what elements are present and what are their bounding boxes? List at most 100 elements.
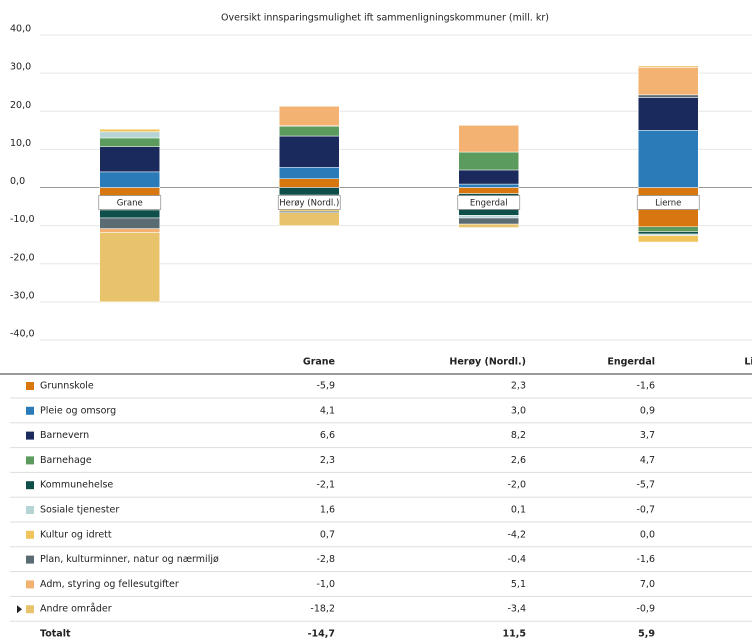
category-label: Herøy (Nordl.) [279,199,339,209]
bar-segment [99,232,160,303]
bar-segment [279,135,340,168]
legend-label: Barnehage [40,455,92,466]
table-cell: -18,2 [310,604,335,615]
legend-swatch [26,456,34,465]
table-cell: 0,0 [640,529,655,540]
legend-label: Pleie og omsorg [40,405,116,416]
category-label-box [98,195,162,210]
table-cell: -0,4 [507,554,526,565]
legend-swatch [26,431,34,440]
table-cell: 1,6 [320,505,335,516]
category-label: Engerdal [470,199,508,209]
bar-segment [99,128,160,133]
legend-label: Kultur og idrett [40,529,112,540]
table-cell: 2,6 [511,455,526,466]
table-cell: 4,7 [640,455,655,466]
table-cell: -1,0 [316,579,335,590]
bar-segment [458,187,519,194]
total-cell: 5,9 [638,629,655,640]
bar-segment [99,228,160,233]
total-cell: -14,7 [308,629,335,640]
bar-segment [279,212,340,226]
table-cell: 2,3 [320,455,335,466]
bar-segment [279,125,340,137]
total-label: Totalt [40,629,71,640]
category-label-box [457,195,521,210]
total-cell: 11,5 [503,629,526,640]
y-tick-label: 40,0 [10,24,31,35]
bar-segment [458,223,519,228]
chart-title: Oversikt innsparingsmulighet ift sammenl… [221,13,549,24]
bar-segment [458,169,519,185]
legend-swatch [26,605,34,614]
legend-swatch [26,555,34,564]
bar-segment [458,151,519,171]
bar-segment [638,97,699,131]
table-cell: 5,1 [511,579,526,590]
legend-label: Adm, styring og fellesutgifter [40,579,179,590]
legend-label: Andre områder [40,604,112,615]
table-cell: 0,7 [320,529,335,540]
y-tick-label: 0,0 [10,176,25,187]
bar-segment [458,217,519,225]
bar-segment [99,146,160,173]
bar-segment [279,167,340,179]
table-cell: -0,7 [636,505,655,516]
legend-swatch [26,580,34,589]
legend-swatch [26,481,34,490]
table-cell: 7,0 [640,579,655,590]
table-cell: 3,0 [511,405,526,416]
legend-swatch [26,406,34,415]
table-cell: -5,9 [316,381,335,392]
bar-segment [99,171,160,188]
legend-label: Plan, kulturminner, natur og nærmiljø [40,554,219,565]
bar-segment [99,137,160,147]
table-header: Engerdal [607,357,655,368]
y-tick-label: -20,0 [10,252,35,263]
legend-swatch [26,530,34,539]
table-cell: -1,6 [636,554,655,565]
bar-segment [638,130,699,188]
bar-segment [279,187,340,196]
bar-segment [638,231,699,235]
y-tick-label: 20,0 [10,100,31,111]
bar-segment [638,67,699,96]
category-label: Grane [117,199,143,209]
bar-segment [458,215,519,219]
table-cell: -3,4 [507,604,526,615]
legend-label: Grunnskole [40,381,94,392]
table-cell: 8,2 [511,430,526,441]
bar-segment [638,65,699,68]
legend-label: Kommunehelse [40,480,113,491]
table-header: Herøy (Nordl.) [449,357,526,368]
table-cell: -0,9 [636,604,655,615]
table-cell: -2,8 [316,554,335,565]
expand-toggle[interactable] [17,605,22,614]
bar-segment [638,235,699,243]
table-cell: -4,2 [507,529,526,540]
bar-segment [638,226,699,232]
legend-swatch [26,382,34,390]
table-cell: -2,0 [507,480,526,491]
y-tick-label: -40,0 [10,329,35,340]
bar-segment [99,209,160,219]
table-cell: 6,6 [320,430,335,441]
table-cell: 0,1 [511,505,526,516]
table-header: Lierne [744,357,752,368]
bar-segment [99,217,160,229]
bar-segment [458,125,519,153]
y-tick-label: 30,0 [10,62,31,73]
y-tick-label: -30,0 [10,290,35,301]
table-cell: 2,3 [511,381,526,392]
category-label-box [277,195,341,210]
table-cell: -2,1 [316,480,335,491]
legend-swatch [26,506,34,514]
bar-segment [638,94,699,98]
table-cell: 0,9 [640,405,655,416]
bar-segment [99,131,160,139]
bar-segment [279,106,340,126]
table-cell: 3,7 [640,430,655,441]
y-tick-label: -10,0 [10,214,35,225]
table-cell: -1,6 [636,381,655,392]
